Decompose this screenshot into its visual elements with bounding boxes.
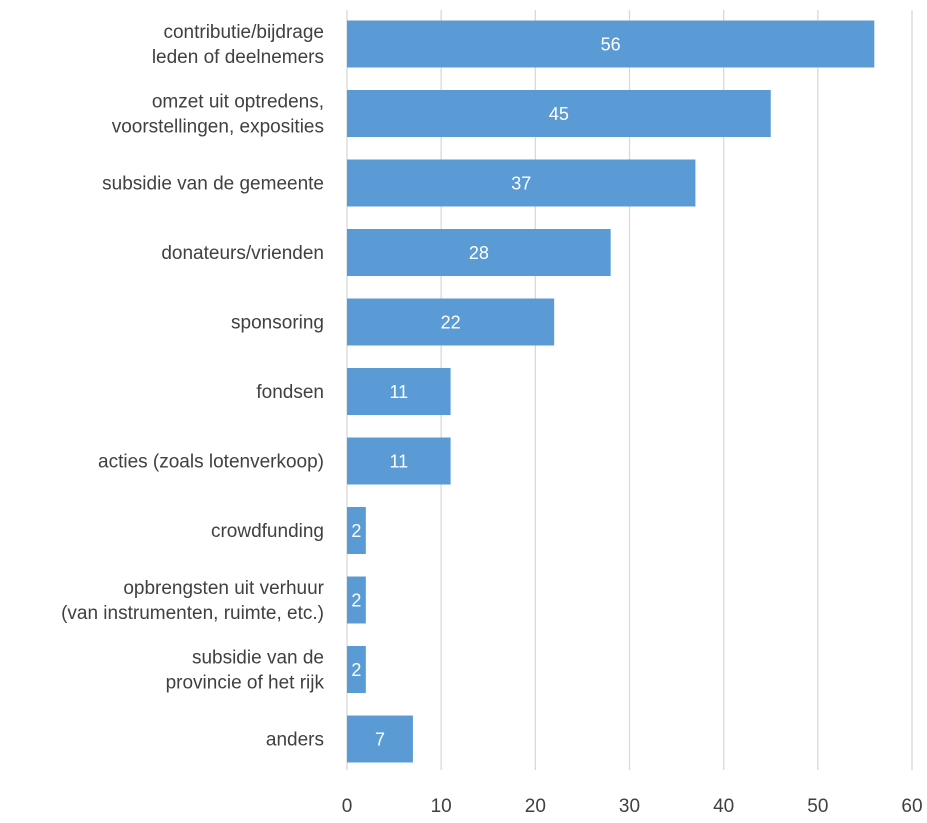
- bar: [347, 437, 451, 485]
- data-label: 11: [389, 382, 408, 402]
- data-label: 28: [469, 243, 489, 263]
- category-label: donateurs/vrienden: [161, 243, 324, 264]
- data-label: 22: [441, 313, 461, 333]
- category-label: (van instrumenten, ruimte, etc.): [61, 603, 324, 624]
- data-label: 2: [351, 521, 361, 541]
- category-label: crowdfunding: [211, 521, 324, 542]
- bar: [347, 715, 413, 763]
- bar: [347, 368, 451, 415]
- x-axis-tick-labels: 0 10 20 30 40 50 60: [342, 796, 923, 817]
- x-tick-label: 10: [431, 796, 452, 817]
- bar: [347, 90, 771, 137]
- category-label: acties (zoals lotenverkoop): [98, 452, 324, 473]
- category-label: voorstellingen, exposities: [112, 117, 324, 138]
- x-tick-label: 30: [619, 796, 640, 817]
- x-tick-label: 0: [342, 796, 353, 817]
- data-label: 2: [351, 660, 361, 680]
- data-label: 45: [549, 104, 569, 124]
- x-tick-label: 50: [807, 796, 828, 817]
- category-label: provincie of het rijk: [166, 673, 325, 694]
- category-label: fondsen: [256, 382, 324, 403]
- bar: [347, 298, 555, 346]
- category-label: omzet uit optredens,: [152, 92, 324, 113]
- category-label: opbrengsten uit verhuur: [123, 578, 324, 599]
- category-label: subsidie van de: [192, 648, 324, 669]
- category-label: contributie/bijdrage: [163, 22, 324, 43]
- bar: [347, 229, 611, 276]
- x-tick-label: 60: [901, 796, 922, 817]
- x-tick-label: 20: [525, 796, 546, 817]
- bar: [347, 646, 366, 693]
- bar: [347, 576, 366, 624]
- category-label: sponsoring: [231, 313, 324, 334]
- data-label: 56: [601, 35, 621, 55]
- data-label: 11: [389, 452, 408, 472]
- data-label: 2: [351, 591, 361, 611]
- bar: [347, 20, 875, 68]
- category-labels: contributie/bijdrage leden of deelnemers o…: [61, 22, 325, 751]
- data-label: 7: [375, 730, 385, 750]
- data-label: 37: [511, 174, 531, 194]
- category-label: leden of deelnemers: [152, 47, 324, 68]
- bar: [347, 507, 366, 554]
- bar: [347, 159, 696, 207]
- category-label: subsidie van de gemeente: [102, 174, 324, 195]
- bars: [347, 20, 875, 763]
- x-tick-label: 40: [713, 796, 734, 817]
- category-label: anders: [266, 730, 324, 751]
